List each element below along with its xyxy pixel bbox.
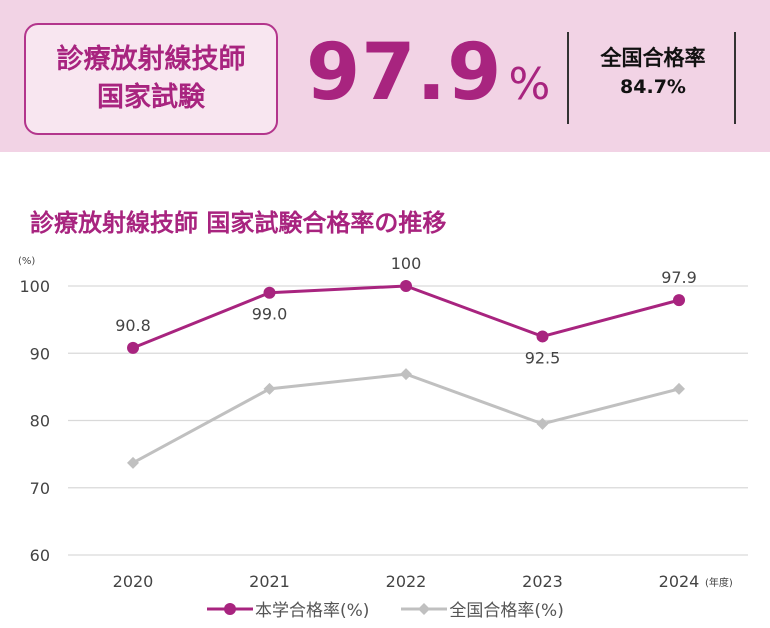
- legend-item-national: 全国合格率(%): [399, 596, 564, 621]
- data-label: 99.0: [252, 305, 288, 324]
- divider-right: [734, 32, 736, 124]
- data-point: [536, 330, 549, 343]
- national-rate: 全国合格率 84.7%: [572, 44, 734, 102]
- rate-unit: %: [508, 59, 552, 110]
- y-tick-label: 60: [30, 546, 50, 565]
- y-tick-label: 90: [30, 344, 50, 363]
- x-tick-label: 2021: [249, 572, 290, 591]
- series-line-0: [132, 284, 680, 350]
- data-point: [127, 341, 139, 354]
- data-point: [400, 368, 412, 381]
- legend-label-school: 本学合格率(%): [255, 601, 370, 621]
- y-tick-label: 80: [30, 412, 50, 431]
- legend-marker-diamond-icon: [401, 602, 448, 615]
- exam-name-box: 診療放射線技師 国家試験: [24, 23, 278, 135]
- data-label: 100: [391, 254, 422, 273]
- x-axis-unit: (年度): [705, 576, 733, 589]
- rate-value: 97.9: [306, 28, 503, 118]
- data-point: [673, 382, 685, 395]
- x-tick-label: 2024: [659, 572, 700, 591]
- school-pass-rate: 97.9%: [306, 28, 551, 130]
- data-point: [263, 382, 276, 395]
- data-label: 90.8: [115, 316, 151, 335]
- legend-marker-circle-icon: [207, 602, 253, 615]
- divider-left: [567, 32, 569, 124]
- data-label: 97.9: [661, 268, 697, 287]
- data-point: [263, 286, 276, 299]
- data-point: [400, 280, 412, 292]
- data-point: [127, 456, 139, 469]
- national-rate-value: 84.7%: [620, 76, 686, 98]
- y-tick-label: 100: [19, 277, 50, 296]
- y-tick-label: 70: [30, 479, 50, 498]
- exam-name-line2: 国家試験: [97, 82, 205, 113]
- legend-item-school: 本学合格率(%): [205, 596, 369, 621]
- series-line-1: [132, 372, 680, 465]
- x-tick-label: 2022: [386, 572, 427, 591]
- chart-title: 診療放射線技師 国家試験合格率の推移: [30, 209, 447, 237]
- data-point: [536, 417, 549, 430]
- national-rate-label: 全国合格率: [600, 46, 706, 70]
- data-label: 92.5: [525, 348, 561, 367]
- legend: 本学合格率(%) 全国合格率(%): [205, 596, 594, 621]
- data-point: [673, 294, 685, 307]
- exam-name-line1: 診療放射線技師: [56, 44, 246, 75]
- x-tick-label: 2020: [113, 572, 154, 591]
- x-tick-label: 2023: [522, 572, 563, 591]
- legend-label-national: 全国合格率(%): [449, 601, 564, 621]
- y-axis-unit: (%): [18, 256, 35, 267]
